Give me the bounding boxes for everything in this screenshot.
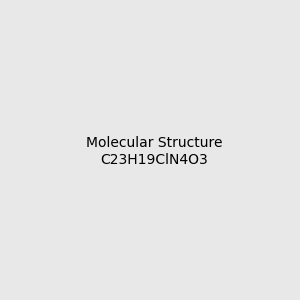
Text: Molecular Structure
C23H19ClN4O3: Molecular Structure C23H19ClN4O3: [85, 136, 222, 166]
